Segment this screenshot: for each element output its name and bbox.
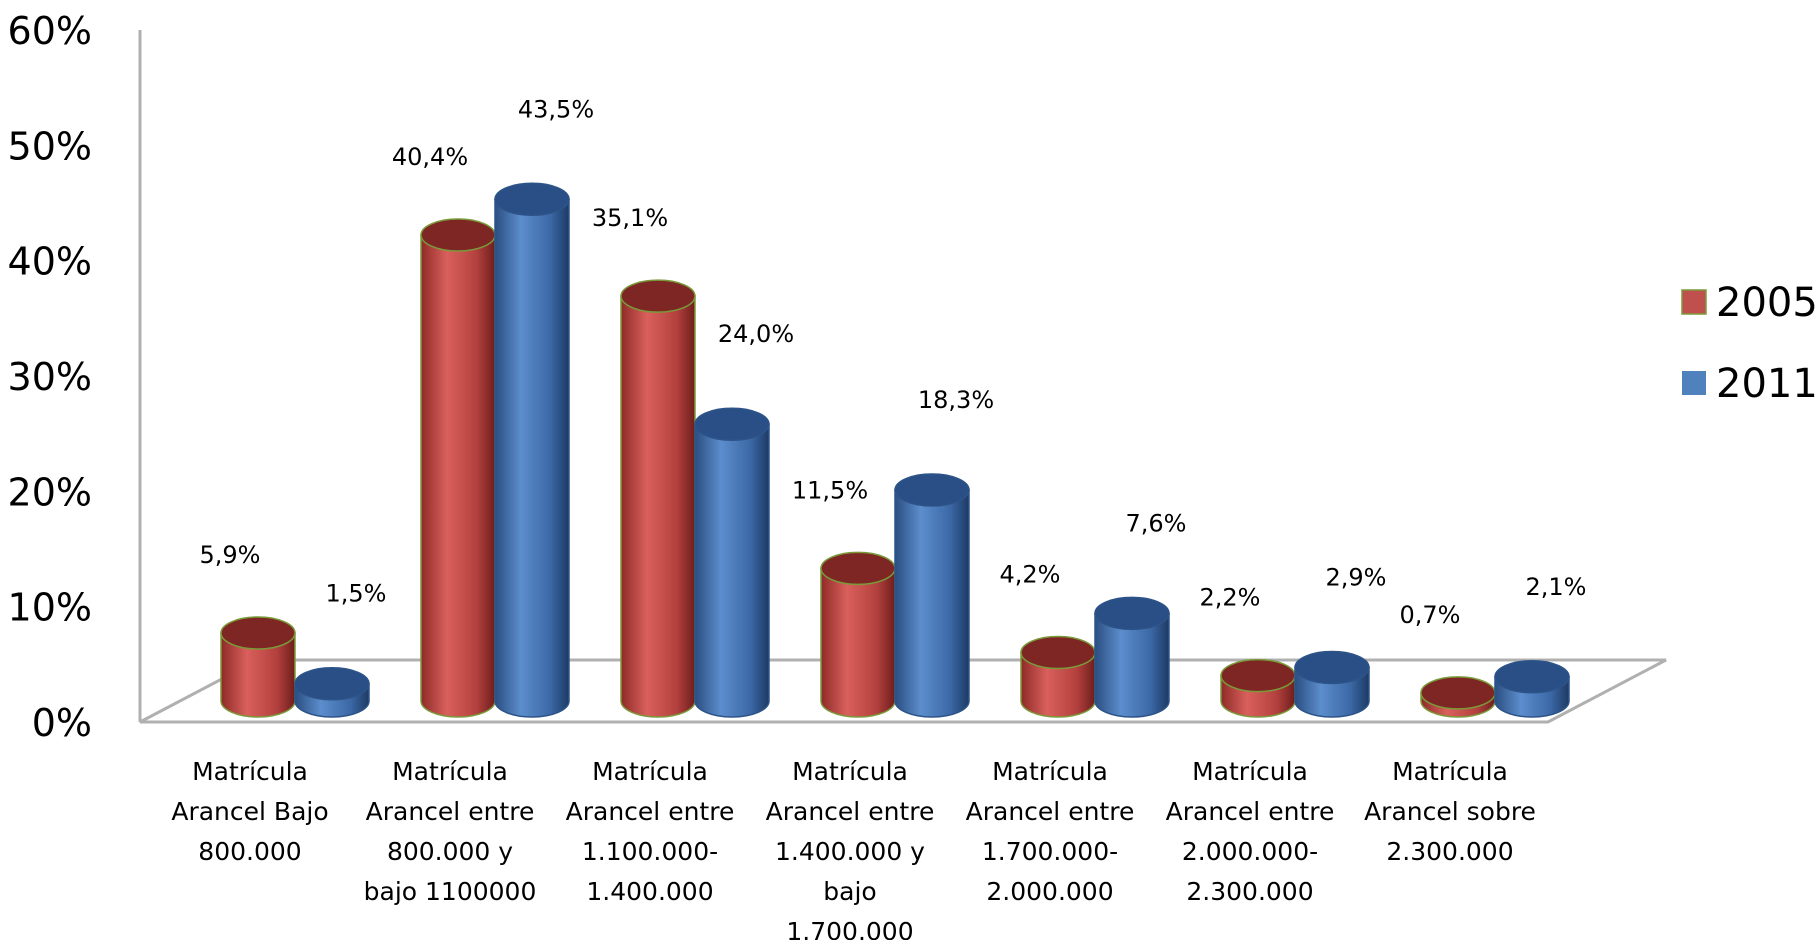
y-axis-ticks: 0% 10% 20% 30% 40% 50% 60% [8,9,92,745]
bar-body [894,489,970,718]
category-label: Matrícula Arancel entre 1.100.000-1.400.00… [566,757,735,906]
y-tick-label: 60% [8,9,92,53]
bar-top [894,473,970,507]
bar-2005-7 [1420,676,1496,718]
data-label: 43,5% [518,95,594,123]
bar-top [820,551,896,586]
bar-body [420,234,496,718]
data-label: 5,9% [200,541,261,569]
bar-top [1020,635,1096,670]
legend-label-2011: 2011 [1716,361,1817,407]
legend-label-2005: 2005 [1716,280,1817,326]
bar-body [694,423,770,718]
y-tick-label: 50% [8,124,92,168]
y-tick-label: 30% [8,355,92,399]
data-labels: 5,9% 40,4% 35,1% 11,5% 4,2% 2,2% 0,7% 1,5% 43,5%… [200,95,1587,629]
bar-top [1294,650,1370,685]
bar-body [1020,651,1096,718]
data-label: 2,9% [1326,564,1387,592]
axes [138,30,1667,724]
bar-2011-1 [294,666,370,718]
bar-2011-4 [894,473,970,718]
bar-top [420,218,496,252]
data-label: 11,5% [792,476,868,504]
bar-body [620,295,696,718]
category-label: Matrícula Arancel entre 2.000.000-2.300.00… [1166,757,1335,906]
chart-floor [139,658,1667,724]
bar-2005-5 [1020,635,1096,718]
bar-top [494,182,570,217]
category-labels: Matrícula Arancel Bajo 800.000 Matrícula Ara… [171,757,1536,940]
bar-2005-4 [820,551,896,718]
data-label: 1,5% [326,580,387,608]
category-label: Matrícula Arancel entre 800.000 y bajo 1100… [364,757,537,906]
bar-body [820,567,896,718]
bar-2005-2 [420,218,496,718]
data-label: 18,3% [918,386,994,414]
category-label: Matrícula Arancel Bajo 800.000 [171,757,328,866]
category-label: Matrícula Arancel sobre 2.300.000 [1364,757,1536,866]
bar-2011-7 [1494,660,1570,718]
bar-top [1220,658,1296,693]
legend: 2005 2011 [1681,280,1817,407]
y-tick-label: 40% [8,240,92,284]
bar-body [220,632,296,718]
data-label: 2,1% [1526,573,1587,601]
bar-2011-3 [694,407,770,718]
bar-2005-1 [220,616,296,718]
bar-2005-6 [1220,658,1296,718]
data-label: 40,4% [392,143,468,171]
data-label: 7,6% [1126,509,1187,537]
bar-top [1420,676,1496,710]
y-tick-label: 0% [32,701,92,745]
bar-top [620,279,696,313]
bars [220,182,1570,718]
bar-top [294,666,370,701]
bar-top [694,407,770,441]
bar-2011-5 [1094,596,1170,718]
legend-swatch-2011 [1682,371,1706,395]
category-label: Matrícula Arancel entre 1.700.000-2.000.00… [966,757,1135,906]
data-label: 0,7% [1400,601,1461,629]
bar-top [1094,596,1170,631]
data-label: 35,1% [592,204,668,232]
data-label: 2,2% [1200,584,1261,612]
bar-2005-3 [620,279,696,718]
bar-body [1094,612,1170,718]
data-label: 4,2% [1000,561,1061,589]
category-label: Matrícula Arancel entre 1.400.000 y bajo 1.7… [766,757,935,940]
legend-swatch-2005 [1681,289,1707,315]
bar-top [1494,660,1570,694]
data-label: 24,0% [718,320,794,348]
bar-body [494,198,570,718]
bar-2011-6 [1294,650,1370,718]
y-tick-label: 10% [8,586,92,630]
y-tick-label: 20% [8,470,92,514]
bar-2011-2 [494,182,570,718]
bar-top [220,616,296,650]
